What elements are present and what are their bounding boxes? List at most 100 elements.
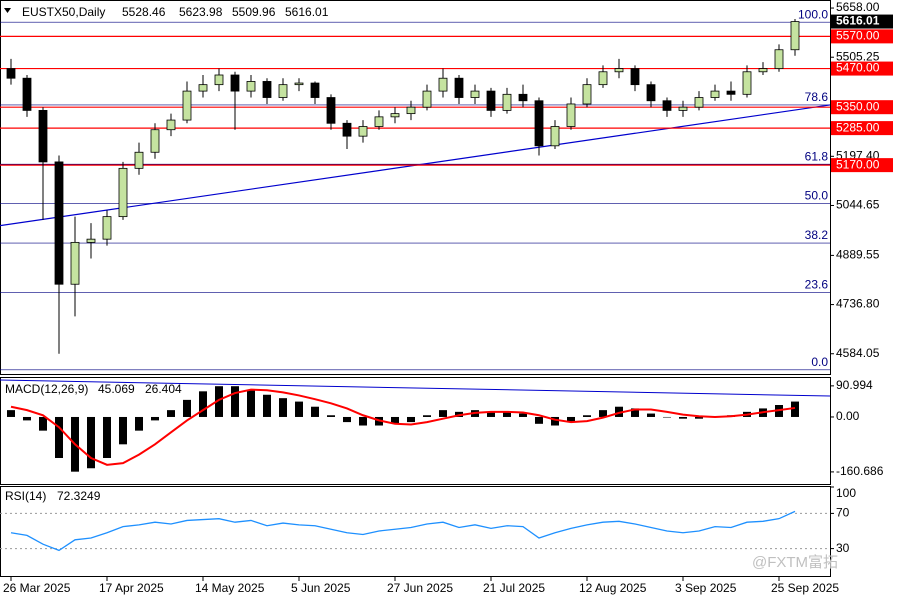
level-label: 5470.00 xyxy=(836,61,880,75)
price-panel-frame xyxy=(0,0,831,375)
macd-bar xyxy=(391,416,399,424)
macd-bar xyxy=(135,416,143,431)
y-tick-label: 90.994 xyxy=(836,378,873,392)
candle-body xyxy=(6,68,16,79)
macd-bar xyxy=(695,416,703,419)
macd-bar xyxy=(311,406,319,417)
candle-body xyxy=(118,167,128,218)
x-tick-label: 12 Aug 2025 xyxy=(579,581,647,595)
x-tick-label: 3 Sep 2025 xyxy=(675,581,737,595)
price-label: 5616.01 xyxy=(836,14,880,28)
fib-label: 23.6 xyxy=(805,277,829,291)
fib-label: 100.0 xyxy=(798,7,828,21)
level-label: 5570.00 xyxy=(836,29,880,43)
watermark: @FXTM富拓 xyxy=(752,553,838,571)
macd-bar xyxy=(55,416,63,458)
macd-bar xyxy=(7,410,15,417)
candle-body xyxy=(630,68,640,86)
header-close: 5616.01 xyxy=(285,5,329,19)
candle-body xyxy=(662,100,672,111)
header-low: 5509.96 xyxy=(232,5,276,19)
macd-bar xyxy=(183,399,191,417)
candle-body xyxy=(342,122,352,137)
macd-bar xyxy=(647,413,655,417)
rsi-panel-frame xyxy=(0,486,831,577)
macd-bar xyxy=(519,413,527,417)
candle-body xyxy=(326,97,336,124)
candle-body xyxy=(374,116,384,127)
candle-body xyxy=(646,84,656,102)
level-box xyxy=(831,158,893,173)
macd-bar xyxy=(167,410,175,417)
macd-bar xyxy=(535,416,543,424)
candle-body xyxy=(502,93,512,111)
candle-body xyxy=(582,84,592,105)
macd-bar xyxy=(439,410,447,417)
candle-body xyxy=(726,90,736,95)
candle-body xyxy=(230,74,240,92)
macd-bar xyxy=(215,386,223,417)
macd-bar xyxy=(295,401,303,417)
y-tick-label: 5044.65 xyxy=(836,198,880,212)
header-high: 5623.98 xyxy=(179,5,223,19)
candle-body xyxy=(486,90,496,111)
candle-body xyxy=(182,90,192,121)
y-tick-label: 4889.55 xyxy=(836,248,880,262)
candle-body xyxy=(742,71,752,95)
macd-bar xyxy=(599,410,607,417)
header-open: 5528.46 xyxy=(122,5,166,19)
macd-trendline xyxy=(0,379,831,397)
candle-body xyxy=(166,119,176,131)
macd-bar xyxy=(423,415,431,417)
candle-body xyxy=(278,84,288,98)
macd-bar xyxy=(263,394,271,417)
macd-bar xyxy=(103,416,111,458)
y-tick-label: 30 xyxy=(836,541,850,555)
y-tick-label: 4736.80 xyxy=(836,297,880,311)
candle-body xyxy=(358,126,368,137)
rsi-title: RSI(14) xyxy=(5,489,46,503)
macd-bar xyxy=(551,416,559,426)
macd-bar xyxy=(615,406,623,417)
macd-bar xyxy=(359,416,367,426)
candle-body xyxy=(438,77,448,92)
candle-body xyxy=(22,77,32,111)
candle-body xyxy=(246,81,256,92)
macd-bar xyxy=(407,416,415,423)
rsi-value: 72.3249 xyxy=(57,489,101,503)
y-tick-label: 100 xyxy=(836,486,856,500)
macd-bar xyxy=(583,415,591,417)
level-label: 5170.00 xyxy=(836,157,880,171)
fib-label: 61.8 xyxy=(805,149,829,163)
fib-label: 38.2 xyxy=(805,228,829,242)
x-tick-label: 21 Jul 2025 xyxy=(483,581,545,595)
macd-bar xyxy=(663,416,671,418)
candle-body xyxy=(774,49,784,69)
signal-line xyxy=(10,388,796,466)
candle-body xyxy=(198,84,208,92)
candle-body xyxy=(86,238,96,243)
x-tick-label: 5 Jun 2025 xyxy=(291,581,351,595)
candle-body xyxy=(390,113,400,118)
fib-label: 78.6 xyxy=(805,90,829,104)
level-box xyxy=(831,61,893,76)
candle-body xyxy=(694,97,704,108)
candle-body xyxy=(214,74,224,86)
macd-bar xyxy=(231,386,239,417)
macd-bar xyxy=(87,416,95,469)
macd-bar xyxy=(631,408,639,417)
y-tick-label: -160.686 xyxy=(836,464,884,478)
candle-body xyxy=(294,82,304,86)
x-tick-label: 26 Mar 2025 xyxy=(3,581,71,595)
candle-body xyxy=(470,90,480,98)
menu-arrow xyxy=(4,8,11,13)
y-tick-label: 70 xyxy=(836,506,850,520)
price-box xyxy=(831,14,893,29)
x-tick-label: 25 Sep 2025 xyxy=(771,581,839,595)
candle-body xyxy=(262,81,272,98)
macd-bar xyxy=(327,415,335,417)
macd-bar xyxy=(23,416,31,421)
candle-body xyxy=(678,106,688,111)
level-label: 5285.00 xyxy=(836,120,880,134)
x-tick-label: 27 Jun 2025 xyxy=(387,581,453,595)
